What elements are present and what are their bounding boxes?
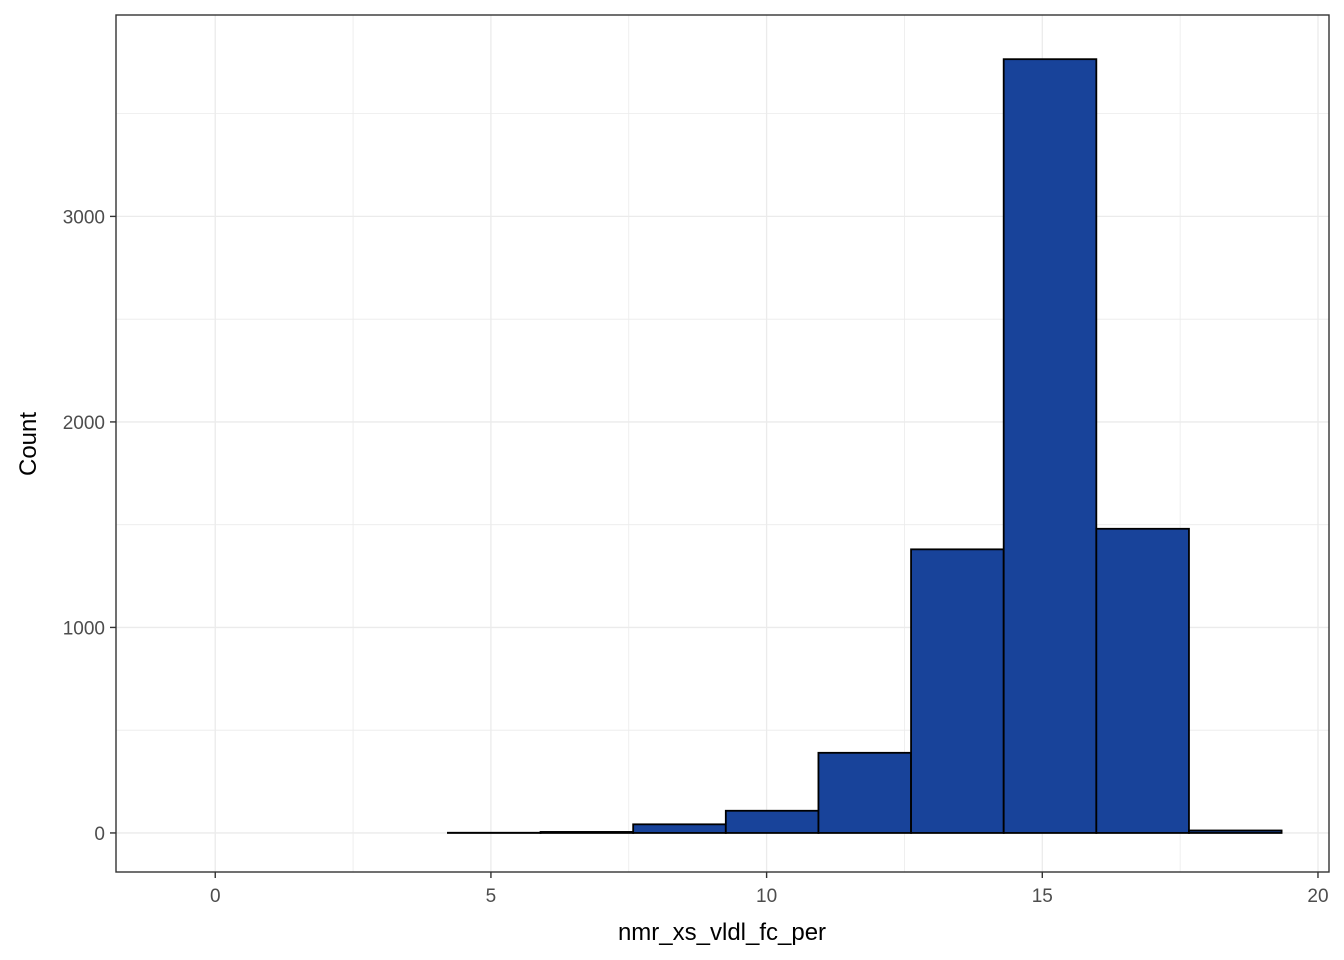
y-tick-label: 2000: [63, 413, 105, 434]
y-tick-label: 3000: [63, 207, 105, 228]
x-tick-label: 5: [486, 886, 497, 907]
plot-panel-border: [115, 14, 1330, 873]
histogram-bar: [817, 751, 912, 834]
x-tick-label: 20: [1307, 886, 1328, 907]
y-tick-label: 0: [94, 824, 105, 845]
y-tick-label: 1000: [63, 618, 105, 639]
histogram-bar: [632, 823, 727, 834]
histogram-bar: [1095, 527, 1190, 834]
x-tick-label: 15: [1032, 886, 1053, 907]
x-axis: 0 5 10 15 20: [210, 872, 1329, 907]
y-axis: 0 1000 2000 3000: [63, 207, 116, 845]
histogram-bar: [1188, 829, 1283, 834]
x-tick-label: 0: [210, 886, 221, 907]
histogram-bar: [724, 809, 820, 834]
y-axis-title: Count: [15, 412, 42, 476]
x-axis-title: nmr_xs_vldl_fc_per: [618, 919, 826, 946]
histogram-bar: [910, 548, 1005, 834]
x-tick-label: 10: [756, 886, 777, 907]
minor-gridlines: [116, 15, 1329, 872]
histogram-bar: [539, 831, 635, 834]
histogram-bars: [447, 58, 1283, 834]
histogram-bar: [1002, 58, 1098, 834]
